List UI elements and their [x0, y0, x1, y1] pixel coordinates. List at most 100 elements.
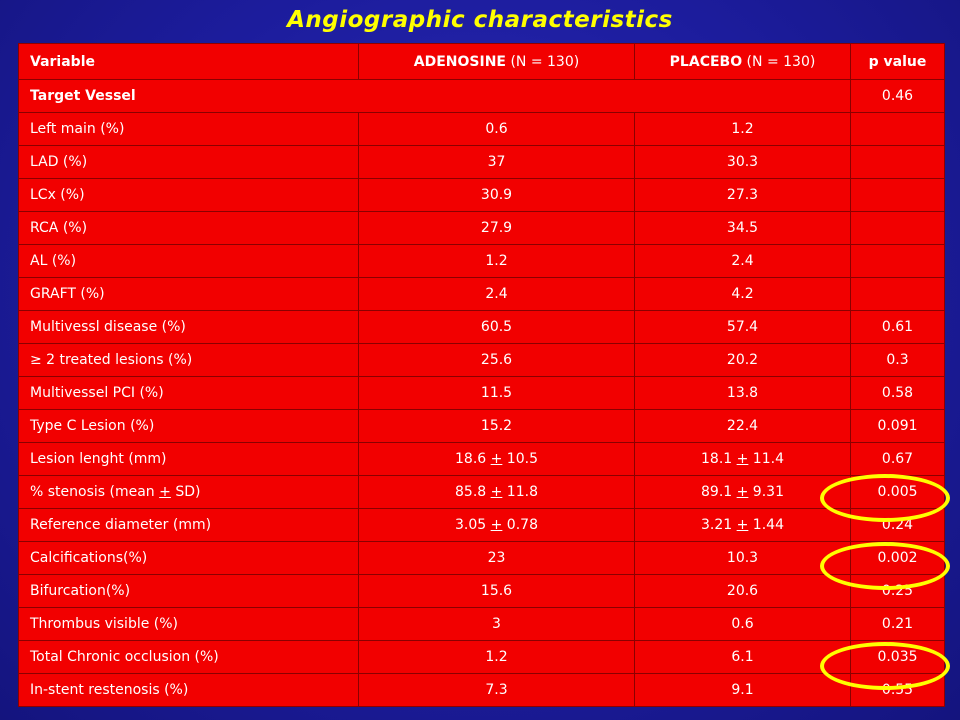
adenosine-mean: 18.6 [455, 451, 491, 467]
placebo-value: 13.8 [634, 376, 851, 410]
placebo-value: 4.2 [634, 277, 851, 311]
p-value [850, 211, 945, 245]
p-value: 0.55 [850, 673, 945, 707]
header-placebo-n: (N = 130) [742, 53, 816, 70]
row-label: In-stent restenosis (%) [18, 673, 359, 707]
placebo-sd: 1.44 [748, 517, 784, 533]
adenosine-sd: 11.8 [502, 484, 538, 500]
plus-minus-sign: + [490, 451, 503, 467]
p-value: 0.21 [850, 607, 945, 641]
p-value: 0.005 [850, 475, 945, 509]
row-label: ≥ 2 treated lesions (%) [18, 343, 359, 377]
row-label: Lesion lenght (mm) [18, 442, 359, 476]
table-row: Reference diameter (mm) 3.05 + 0.78 3.21 +… [18, 508, 945, 542]
plus-minus-sign: + [736, 451, 749, 467]
row-label: GRAFT (%) [18, 277, 359, 311]
adenosine-value: 30.9 [358, 178, 635, 212]
adenosine-value: 7.3 [358, 673, 635, 707]
table-row: Total Chronic occlusion (%) 1.2 6.1 0.035 [18, 640, 945, 674]
p-value: 0.67 [850, 442, 945, 476]
table-row: Thrombus visible (%) 3 0.6 0.21 [18, 607, 945, 641]
adenosine-mean: 85.8 [455, 484, 491, 500]
placebo-value: 10.3 [634, 541, 851, 575]
p-value: 0.091 [850, 409, 945, 443]
header-placebo: PLACEBO (N = 130) [634, 43, 851, 80]
placebo-value: 89.1 + 9.31 [634, 475, 851, 509]
row-label: % stenosis (mean + SD) [18, 475, 359, 509]
target-vessel-p: 0.46 [850, 79, 945, 113]
adenosine-value: 23 [358, 541, 635, 575]
placebo-value: 22.4 [634, 409, 851, 443]
header-adenosine: ADENOSINE (N = 130) [358, 43, 635, 80]
header-placebo-label: PLACEBO [669, 53, 743, 70]
row-label: LCx (%) [18, 178, 359, 212]
adenosine-value: 1.2 [358, 640, 635, 674]
adenosine-sd: 0.78 [502, 517, 538, 533]
adenosine-value: 3 [358, 607, 635, 641]
plus-minus-sign: + [159, 484, 171, 500]
target-vessel-label: Target Vessel [18, 79, 851, 113]
header-adenosine-label: ADENOSINE [413, 53, 506, 70]
p-value [850, 244, 945, 278]
table-row: Calcifications(%) 23 10.3 0.002 [18, 541, 945, 575]
row-label: Left main (%) [18, 112, 359, 146]
adenosine-value: 27.9 [358, 211, 635, 245]
adenosine-value: 15.2 [358, 409, 635, 443]
placebo-value: 27.3 [634, 178, 851, 212]
adenosine-value: 37 [358, 145, 635, 179]
row-label: Total Chronic occlusion (%) [18, 640, 359, 674]
p-value: 0.58 [850, 376, 945, 410]
slide-title: Angiographic characteristics [287, 7, 673, 33]
table-row: ≥ 2 treated lesions (%) 25.6 20.2 0.3 [18, 343, 945, 377]
adenosine-value: 25.6 [358, 343, 635, 377]
adenosine-mean: 3.05 [455, 517, 491, 533]
table-row: GRAFT (%) 2.4 4.2 [18, 277, 945, 311]
placebo-value: 18.1 + 11.4 [634, 442, 851, 476]
p-value: 0.61 [850, 310, 945, 344]
adenosine-sd: 10.5 [502, 451, 538, 467]
adenosine-value: 2.4 [358, 277, 635, 311]
row-label: Thrombus visible (%) [18, 607, 359, 641]
adenosine-value: 1.2 [358, 244, 635, 278]
table-row: LCx (%) 30.9 27.3 [18, 178, 945, 212]
p-value [850, 178, 945, 212]
p-value: 0.035 [850, 640, 945, 674]
row-label-text: Lesion lenght (mm) [30, 451, 167, 467]
placebo-sd: 9.31 [748, 484, 784, 500]
placebo-mean: 18.1 [701, 451, 737, 467]
p-value: 0.24 [850, 508, 945, 542]
row-label: Multivessel PCI (%) [18, 376, 359, 410]
placebo-value: 6.1 [634, 640, 851, 674]
row-label: Bifurcation(%) [18, 574, 359, 608]
adenosine-value: 11.5 [358, 376, 635, 410]
table-row: LAD (%) 37 30.3 [18, 145, 945, 179]
adenosine-value: 18.6 + 10.5 [358, 442, 635, 476]
p-value [850, 145, 945, 179]
header-row: Variable ADENOSINE (N = 130) PLACEBO (N … [18, 43, 945, 80]
table-row: In-stent restenosis (%) 7.3 9.1 0.55 [18, 673, 945, 707]
row-label: Reference diameter (mm) [18, 508, 359, 542]
header-pvalue: p value [850, 43, 945, 80]
adenosine-value: 60.5 [358, 310, 635, 344]
p-value: 0.3 [850, 343, 945, 377]
table-row: Left main (%) 0.6 1.2 [18, 112, 945, 146]
row-label-text: % stenosis (mean [30, 484, 160, 500]
table-row: RCA (%) 27.9 34.5 [18, 211, 945, 245]
header-adenosine-n: (N = 130) [506, 53, 580, 70]
table-row: Multivessl disease (%) 60.5 57.4 0.61 [18, 310, 945, 344]
plus-minus-sign: + [736, 517, 749, 533]
adenosine-value: 85.8 + 11.8 [358, 475, 635, 509]
row-label-text: Reference diameter (mm) [30, 517, 212, 533]
p-value [850, 112, 945, 146]
row-label: LAD (%) [18, 145, 359, 179]
plus-minus-sign: + [736, 484, 749, 500]
placebo-value: 0.6 [634, 607, 851, 641]
placebo-value: 20.2 [634, 343, 851, 377]
p-value: 0.002 [850, 541, 945, 575]
adenosine-value: 3.05 + 0.78 [358, 508, 635, 542]
p-value: 0.25 [850, 574, 945, 608]
placebo-value: 30.3 [634, 145, 851, 179]
row-label-text-end: SD) [170, 484, 201, 500]
row-label: AL (%) [18, 244, 359, 278]
header-variable: Variable [18, 43, 359, 80]
